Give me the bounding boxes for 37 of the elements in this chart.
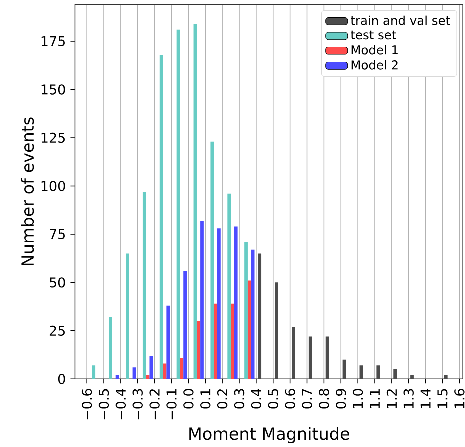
x-tick-label: 1.5	[438, 390, 448, 408]
y-tick-label: 100	[42, 181, 66, 192]
y-tick-label: 75	[50, 230, 65, 240]
x-tick-label: 0.1	[200, 390, 211, 409]
x-tick-label: −0.6	[82, 389, 92, 420]
x-tick-label: −0.4	[116, 389, 126, 420]
legend-label: Model 1	[352, 45, 398, 55]
x-tick-label: 0.0	[184, 389, 194, 409]
legend-label: train and val set	[351, 16, 450, 26]
y-tick-label: 150	[42, 84, 66, 95]
x-axis-title: Moment Magnitude	[190, 427, 350, 444]
x-tick-label: 0.7	[302, 390, 312, 409]
x-tick-label: −0.3	[132, 389, 143, 420]
x-tick-label: 1.1	[370, 390, 380, 408]
y-tick-label: 0	[58, 374, 66, 384]
x-tick-label: 1.4	[420, 389, 431, 408]
x-tick-label: −0.1	[166, 390, 177, 420]
x-tick-label: 0.4	[251, 389, 262, 409]
y-tick-label: 25	[50, 326, 65, 336]
x-tick-label: 0.6	[285, 389, 296, 409]
x-tick-label: 1.0	[352, 389, 364, 408]
x-tick-label: 0.8	[319, 389, 330, 409]
x-tick-label: 0.5	[268, 390, 278, 409]
y-tick-label: 125	[42, 132, 65, 144]
x-tick-label: 1.3	[404, 389, 414, 408]
x-tick-label: −0.5	[98, 390, 110, 420]
y-tick-label: 50	[50, 278, 66, 288]
y-tick-label: 175	[42, 36, 65, 47]
x-tick-label: 1.2	[386, 390, 397, 408]
legend-label: Model 2	[352, 60, 398, 70]
x-tick-label: 0.3	[234, 389, 245, 409]
x-tick-label: −0.2	[150, 390, 160, 420]
x-tick-label: 0.2	[217, 390, 228, 409]
y-axis-title: Number of events	[21, 118, 34, 266]
x-tick-label: 1.6	[454, 389, 465, 408]
x-tick-label: 0.9	[336, 389, 346, 409]
legend-label: test set	[351, 31, 396, 40]
